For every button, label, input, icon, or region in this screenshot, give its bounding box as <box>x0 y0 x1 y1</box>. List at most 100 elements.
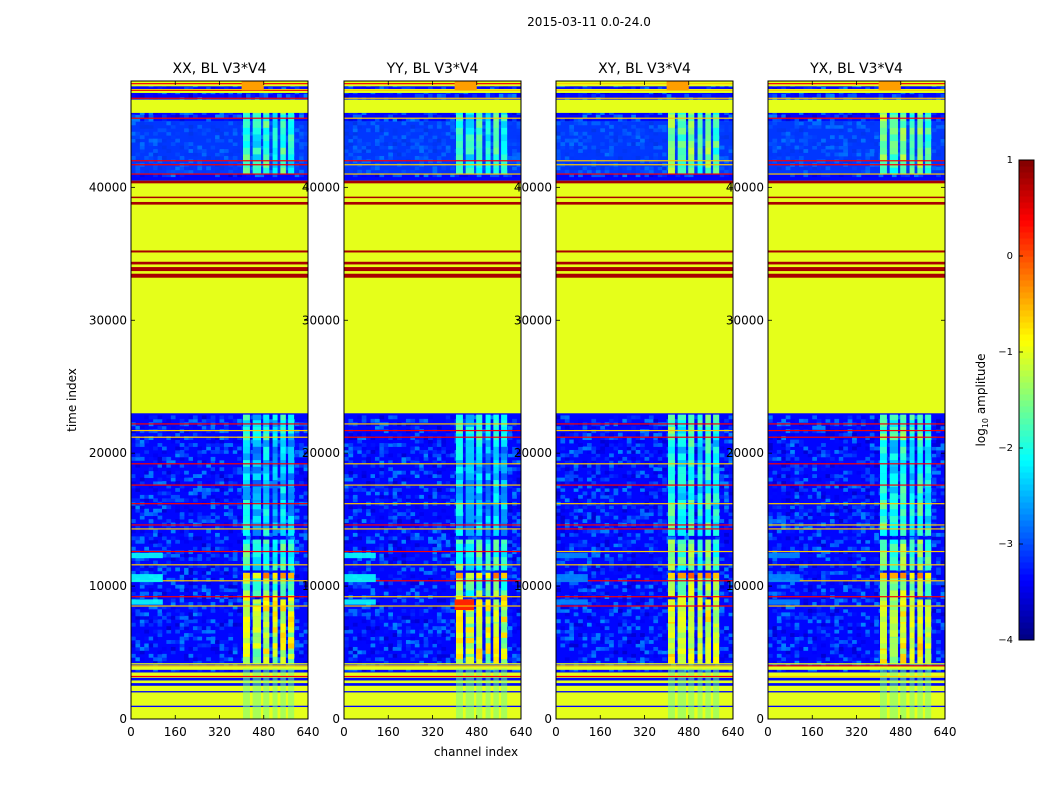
y-tick-label: 40000 <box>89 180 127 194</box>
heatmap-image <box>768 81 945 719</box>
colorbar-segment <box>1019 244 1034 251</box>
y-tick-label: 40000 <box>514 180 552 194</box>
y-axis-label: time index <box>65 368 79 432</box>
colorbar-segment <box>1019 250 1034 257</box>
colorbar-segment <box>1019 184 1034 191</box>
x-tick-label: 640 <box>722 725 745 739</box>
colorbar-segment <box>1019 532 1034 539</box>
x-tick-label: 320 <box>633 725 656 739</box>
colorbar-segment <box>1019 472 1034 479</box>
y-tick-label: 20000 <box>726 446 764 460</box>
colorbar-segment <box>1019 370 1034 377</box>
colorbar-segment <box>1019 346 1034 353</box>
x-tick-label: 0 <box>552 725 560 739</box>
panel-xy: 0 160 320 480 640 0 10000 20000 30000 40000 XY, BL… <box>514 61 745 739</box>
colorbar-segment <box>1019 502 1034 509</box>
x-tick-label: 640 <box>297 725 320 739</box>
colorbar-segment <box>1019 214 1034 221</box>
panel-title: YX, BL V3*V4 <box>809 61 903 77</box>
colorbar-segment <box>1019 220 1034 227</box>
colorbar-segment <box>1019 268 1034 275</box>
colorbar-segment <box>1019 580 1034 587</box>
colorbar-segment <box>1019 460 1034 467</box>
x-tick-label: 160 <box>164 725 187 739</box>
colorbar-segment <box>1019 544 1034 551</box>
colorbar-segment <box>1019 298 1034 305</box>
colorbar-segment <box>1019 178 1034 185</box>
colorbar-segment <box>1019 622 1034 629</box>
colorbar-segment <box>1019 310 1034 317</box>
x-axis-label: channel index <box>434 745 518 759</box>
panel-title: YY, BL V3*V4 <box>386 61 479 77</box>
colorbar-segment <box>1019 442 1034 449</box>
colorbar-segment <box>1019 406 1034 413</box>
heatmap-image <box>556 81 733 719</box>
colorbar-tick-label: 1 <box>1007 155 1013 166</box>
colorbar-segment <box>1019 190 1034 197</box>
x-tick-label: 640 <box>510 725 533 739</box>
colorbar-segment <box>1019 352 1034 359</box>
colorbar-segment <box>1019 574 1034 581</box>
colorbar-segment <box>1019 274 1034 281</box>
colorbar-segment <box>1019 418 1034 425</box>
y-tick-label: 0 <box>119 712 127 726</box>
colorbar-segment <box>1019 490 1034 497</box>
y-tick-label: 0 <box>544 712 552 726</box>
colorbar-segment <box>1019 160 1034 167</box>
y-tick-label: 10000 <box>89 579 127 593</box>
colorbar-segment <box>1019 208 1034 215</box>
y-tick-label: 10000 <box>302 579 340 593</box>
colorbar-segment <box>1019 238 1034 245</box>
colorbar-segment <box>1019 394 1034 401</box>
colorbar-segment <box>1019 568 1034 575</box>
x-tick-label: 320 <box>208 725 231 739</box>
y-tick-label: 30000 <box>514 313 552 327</box>
y-tick-label: 40000 <box>302 180 340 194</box>
colorbar: −4 −3 −2 −1 0 1 log10 amplitude <box>974 155 1035 646</box>
colorbar-frame <box>1018 159 1035 641</box>
colorbar-segment <box>1019 316 1034 323</box>
colorbar-segment <box>1019 430 1034 437</box>
y-tick-label: 10000 <box>514 579 552 593</box>
colorbar-segment <box>1019 538 1034 545</box>
colorbar-segment <box>1019 262 1034 269</box>
y-tick-label: 0 <box>332 712 340 726</box>
colorbar-segment <box>1019 328 1034 335</box>
colorbar-segment <box>1019 628 1034 635</box>
colorbar-tick-label: −1 <box>998 347 1013 358</box>
colorbar-segment <box>1019 232 1034 239</box>
panels-group: 0 160 320 480 640 0 10000 20000 30000 40000 XX, BL… <box>89 61 957 739</box>
colorbar-segment <box>1019 292 1034 299</box>
x-tick-label: 0 <box>340 725 348 739</box>
y-tick-label: 40000 <box>726 180 764 194</box>
colorbar-segment <box>1019 424 1034 431</box>
colorbar-segment <box>1019 496 1034 503</box>
colorbar-tick-label: −4 <box>998 635 1013 646</box>
colorbar-segment <box>1019 478 1034 485</box>
x-tick-label: 640 <box>934 725 957 739</box>
x-tick-label: 0 <box>127 725 135 739</box>
colorbar-segment <box>1019 340 1034 347</box>
colorbar-segment <box>1019 376 1034 383</box>
colorbar-segment <box>1019 256 1034 263</box>
heatmap-image <box>344 81 521 719</box>
y-tick-label: 10000 <box>726 579 764 593</box>
x-tick-label: 480 <box>465 725 488 739</box>
x-tick-label: 320 <box>421 725 444 739</box>
colorbar-segment <box>1019 520 1034 527</box>
colorbar-segment <box>1019 556 1034 563</box>
figure-suptitle: 2015-03-11 0.0-24.0 <box>527 15 651 29</box>
colorbar-segment <box>1019 172 1034 179</box>
x-tick-label: 480 <box>677 725 700 739</box>
panel-yy: 0 160 320 480 640 0 10000 20000 30000 40000 YY, BL… <box>302 61 533 739</box>
y-tick-label: 20000 <box>302 446 340 460</box>
colorbar-segment <box>1019 382 1034 389</box>
colorbar-segment <box>1019 454 1034 461</box>
colorbar-segment <box>1019 592 1034 599</box>
colorbar-segment <box>1019 286 1034 293</box>
panel-xx: 0 160 320 480 640 0 10000 20000 30000 40000 XX, BL… <box>89 61 320 739</box>
x-tick-label: 480 <box>252 725 275 739</box>
colorbar-segment <box>1019 634 1034 641</box>
colorbar-tick-label: 0 <box>1007 251 1013 262</box>
